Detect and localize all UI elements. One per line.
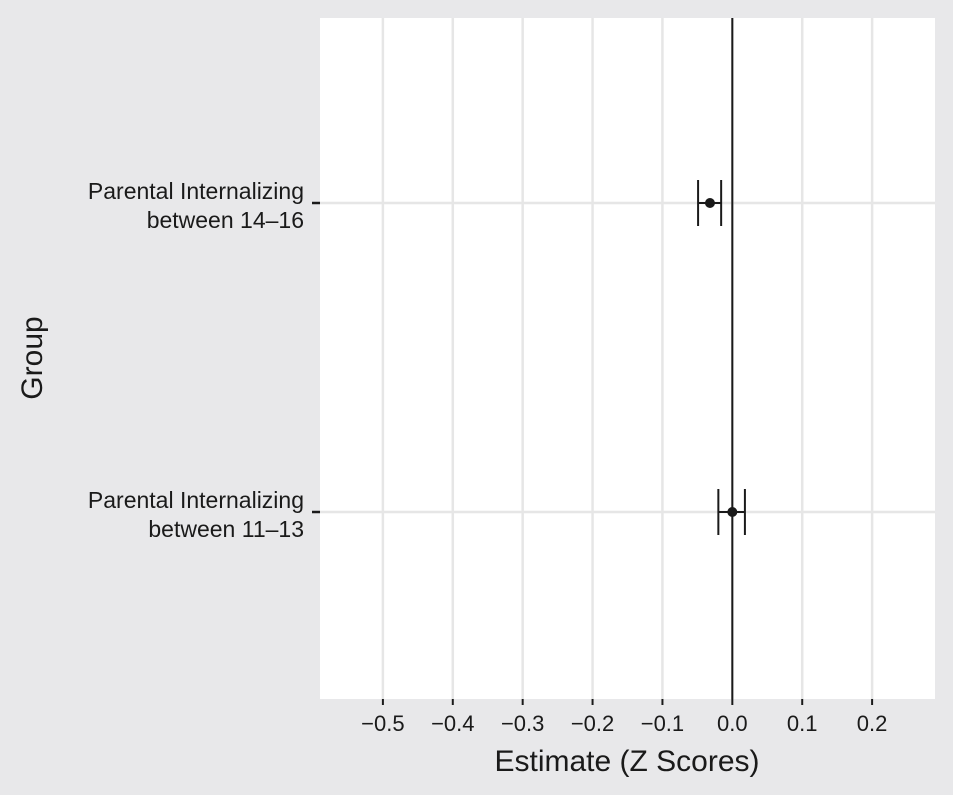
estimate-with-ci <box>697 180 723 226</box>
y-gridlines <box>320 201 935 514</box>
estimate-marks <box>697 180 746 535</box>
x-tick-label: 0.2 <box>857 711 888 736</box>
y-tick-label: Parental Internalizing <box>88 178 304 204</box>
y-tick-label: Parental Internalizing <box>88 487 304 513</box>
y-tick-label: between 11–13 <box>148 516 304 542</box>
x-axis-title: Estimate (Z Scores) <box>494 745 759 778</box>
y-axis-title: Group <box>16 316 49 399</box>
x-tick-label: 0.1 <box>787 711 818 736</box>
estimate-point <box>727 507 738 517</box>
plot-panel <box>320 18 935 699</box>
estimate-point <box>704 198 715 208</box>
x-tick-label: 0.0 <box>717 711 748 736</box>
y-axis-ticks: Parental Internalizing between 14–16 Paren… <box>88 178 320 542</box>
x-tick-label: −0.2 <box>571 711 614 736</box>
estimate-with-ci <box>717 489 746 535</box>
x-axis-ticks: −0.5 −0.4 −0.3 −0.2 −0.1 0.0 0.1 0.2 <box>361 699 887 736</box>
x-tick-label: −0.4 <box>431 711 474 736</box>
x-tick-label: −0.3 <box>501 711 544 736</box>
y-tick-label: between 14–16 <box>147 207 304 233</box>
x-tick-label: −0.5 <box>361 711 404 736</box>
x-tick-label: −0.1 <box>641 711 684 736</box>
